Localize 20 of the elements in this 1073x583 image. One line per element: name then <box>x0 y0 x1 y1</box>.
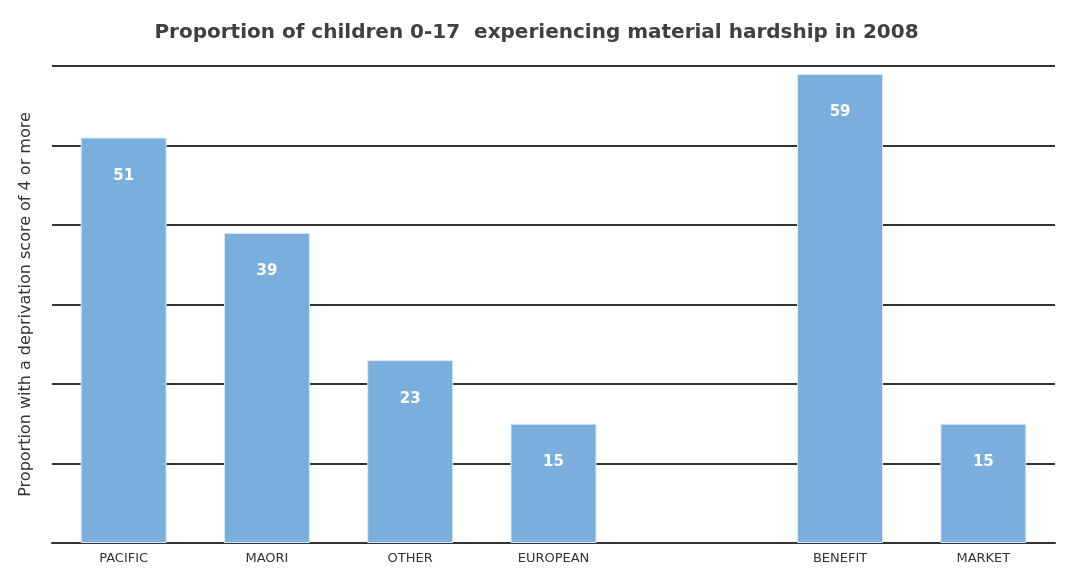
data-label: 15 <box>543 452 564 471</box>
bar <box>223 232 310 543</box>
bar <box>797 73 884 543</box>
x-tick-label: OTHER <box>387 550 433 565</box>
data-label: 15 <box>972 452 994 471</box>
x-tick-label: MAORI <box>245 550 289 565</box>
x-tick-label: PACIFIC <box>99 550 149 565</box>
x-tick-label: EUROPEAN <box>517 550 590 565</box>
bar <box>940 423 1027 543</box>
y-axis-title: Proportion with a deprivation score of 4 or more <box>14 112 34 497</box>
x-tick-label: BENEFIT <box>812 550 868 565</box>
x-tick-label: MARKET <box>956 550 1011 565</box>
chart-title: Proportion of children 0-17 experiencing material hardship in 2008 <box>154 19 919 43</box>
data-label: 59 <box>829 102 851 121</box>
data-label: 51 <box>113 166 135 185</box>
data-label: 39 <box>256 261 278 280</box>
data-label: 23 <box>399 388 421 407</box>
bar <box>367 360 454 543</box>
bar <box>80 137 167 543</box>
bar <box>510 423 597 543</box>
